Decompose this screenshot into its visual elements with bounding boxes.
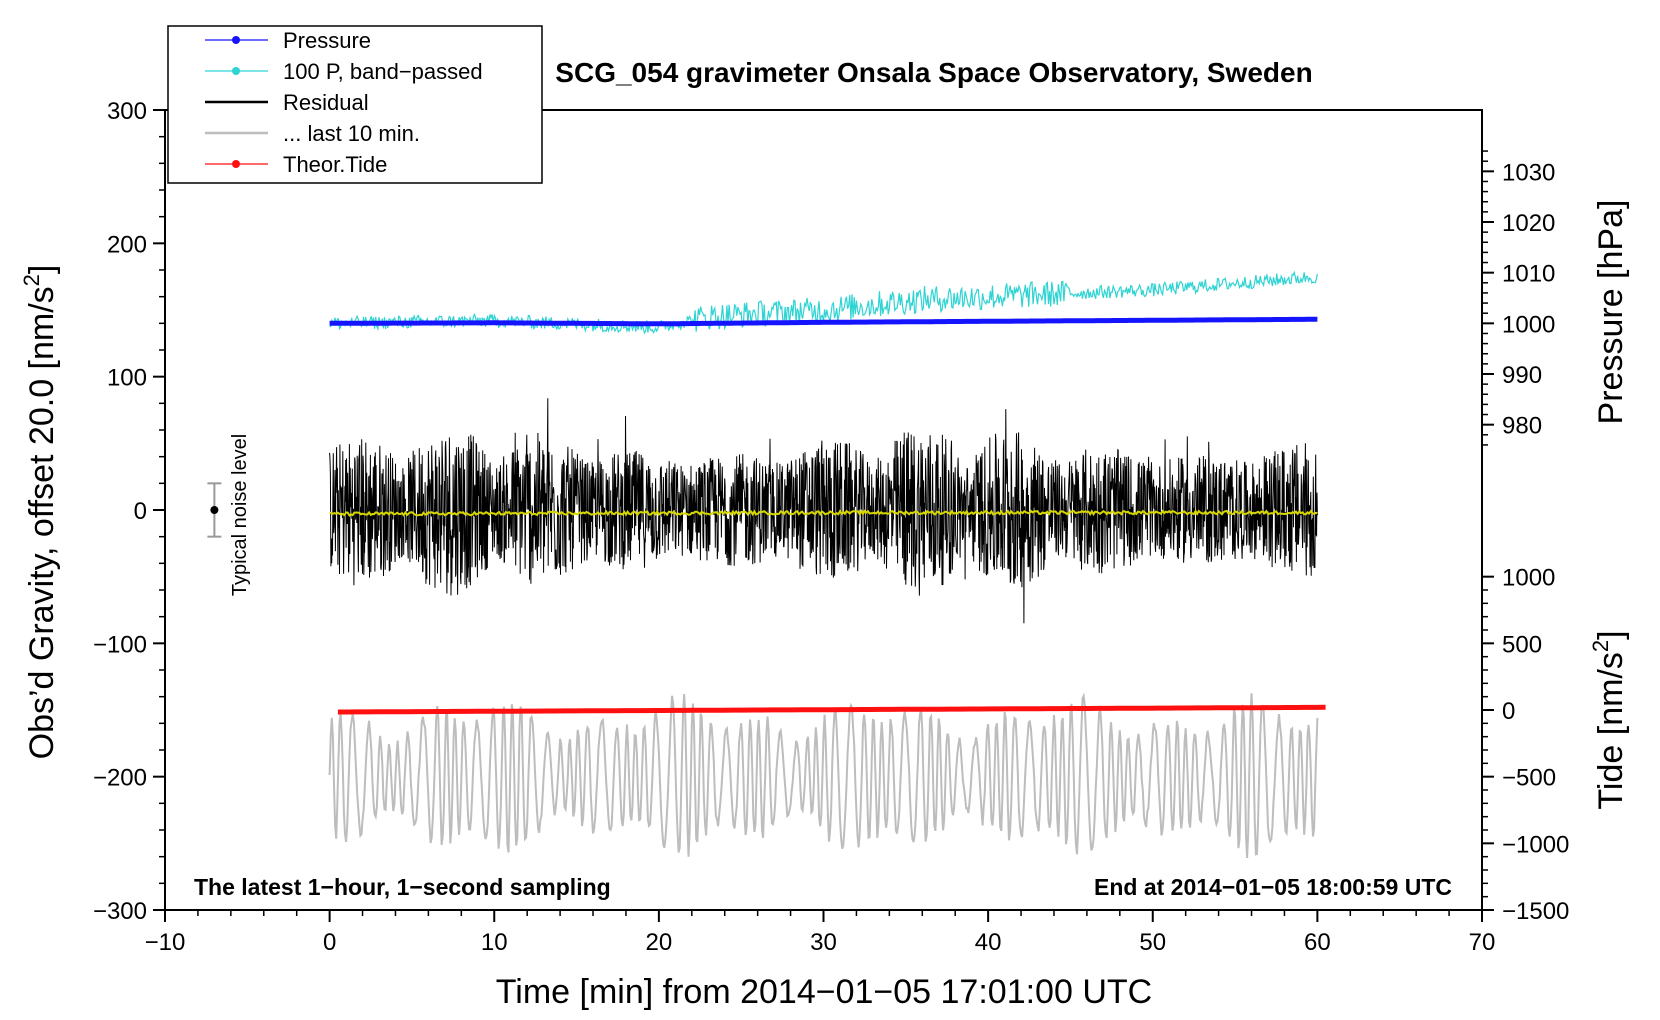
noise-level-indicator xyxy=(207,482,222,538)
pressure-tick-label: 1010 xyxy=(1502,261,1555,288)
legend-label: Residual xyxy=(283,90,369,115)
tide-tick-label: −1000 xyxy=(1502,831,1569,858)
pressure-tick-label: 1020 xyxy=(1502,210,1555,237)
tide-axis-ticks: −1500 −1000 −500 0 500 1000 xyxy=(1482,565,1569,925)
y-tick-label: 200 xyxy=(107,231,147,258)
tide-label-sup: 2 xyxy=(1588,640,1613,652)
theoretical-tide-series xyxy=(337,704,1326,715)
left-y-label-text: Obs’d Gravity, offset 20.0 [nm/s xyxy=(23,286,61,759)
pressure-line xyxy=(329,316,1318,327)
y-tick-label: 300 xyxy=(107,98,147,125)
tide-label-end: ] xyxy=(1592,630,1630,639)
annotation-left: The latest 1−hour, 1−second sampling xyxy=(194,874,611,900)
legend-label: ... last 10 min. xyxy=(283,121,420,146)
residual-smoothed-series xyxy=(329,509,1318,517)
annotation-right: End at 2014−01−05 18:00:59 UTC xyxy=(1094,874,1452,900)
last-10-min-line xyxy=(328,692,1319,859)
x-axis-label: Time [min] from 2014−01−05 17:01:00 UTC xyxy=(496,973,1152,1011)
pressure-tick-label: 990 xyxy=(1502,362,1542,389)
x-tick-label: 10 xyxy=(481,929,508,956)
x-axis-ticks: −10 0 10 20 30 40 50 60 70 xyxy=(145,910,1496,956)
pressure-axis-ticks: 980 990 1000 1010 1020 1030 xyxy=(1482,150,1555,446)
x-tick-label: −10 xyxy=(145,929,186,956)
left-y-axis-label: Obs’d Gravity, offset 20.0 [nm/s2] xyxy=(19,265,61,760)
tide-line xyxy=(337,704,1326,715)
pressure-series xyxy=(329,316,1318,327)
pressure-tick-label: 1000 xyxy=(1502,311,1555,338)
legend-label: Theor.Tide xyxy=(283,152,387,177)
residual-series xyxy=(329,398,1318,624)
x-tick-label: 20 xyxy=(646,929,673,956)
y-tick-label: −300 xyxy=(93,898,147,925)
left-y-axis-ticks: −300 −200 −100 0 100 200 300 xyxy=(93,98,165,925)
tide-label-text: Tide [nm/s xyxy=(1592,652,1630,809)
legend-marker xyxy=(232,67,240,75)
tide-tick-label: 1000 xyxy=(1502,565,1555,592)
x-tick-label: 70 xyxy=(1469,929,1496,956)
last-10-min-series xyxy=(328,692,1319,859)
x-tick-label: 60 xyxy=(1304,929,1331,956)
y-tick-label: 0 xyxy=(134,498,147,525)
legend-marker xyxy=(232,160,240,168)
tide-tick-label: 500 xyxy=(1502,631,1542,658)
x-tick-label: 0 xyxy=(323,929,336,956)
chart-title: SCG_054 gravimeter Onsala Space Observat… xyxy=(555,57,1312,88)
x-tick-label: 40 xyxy=(975,929,1002,956)
legend-marker xyxy=(232,36,240,44)
noise-center-dot xyxy=(210,506,219,514)
x-tick-label: 30 xyxy=(810,929,837,956)
pressure-tick-label: 1030 xyxy=(1502,159,1555,186)
noise-level-label: Typical noise level xyxy=(229,434,251,596)
pressure-tick-label: 980 xyxy=(1502,413,1542,440)
tide-tick-label: −500 xyxy=(1502,765,1556,792)
legend-box xyxy=(167,25,543,184)
residual-line xyxy=(329,398,1318,624)
legend: Pressure 100 P, band−passed Residual ... la… xyxy=(167,25,543,184)
y-tick-label: 100 xyxy=(107,365,147,392)
tide-tick-label: −1500 xyxy=(1502,898,1569,925)
y-tick-label: −100 xyxy=(93,631,147,658)
tide-axis-label: Tide [nm/s2] xyxy=(1588,630,1630,809)
residual-smoothed-line xyxy=(329,509,1318,517)
y-tick-label: −200 xyxy=(93,765,147,792)
x-tick-label: 50 xyxy=(1139,929,1166,956)
left-y-label-sup: 2 xyxy=(19,274,44,286)
pressure-axis-label: Pressure [hPa] xyxy=(1592,200,1630,425)
legend-label: 100 P, band−passed xyxy=(283,59,483,84)
left-y-label-end: ] xyxy=(23,265,61,274)
tide-tick-label: 0 xyxy=(1502,698,1515,725)
legend-label: Pressure xyxy=(283,28,371,53)
